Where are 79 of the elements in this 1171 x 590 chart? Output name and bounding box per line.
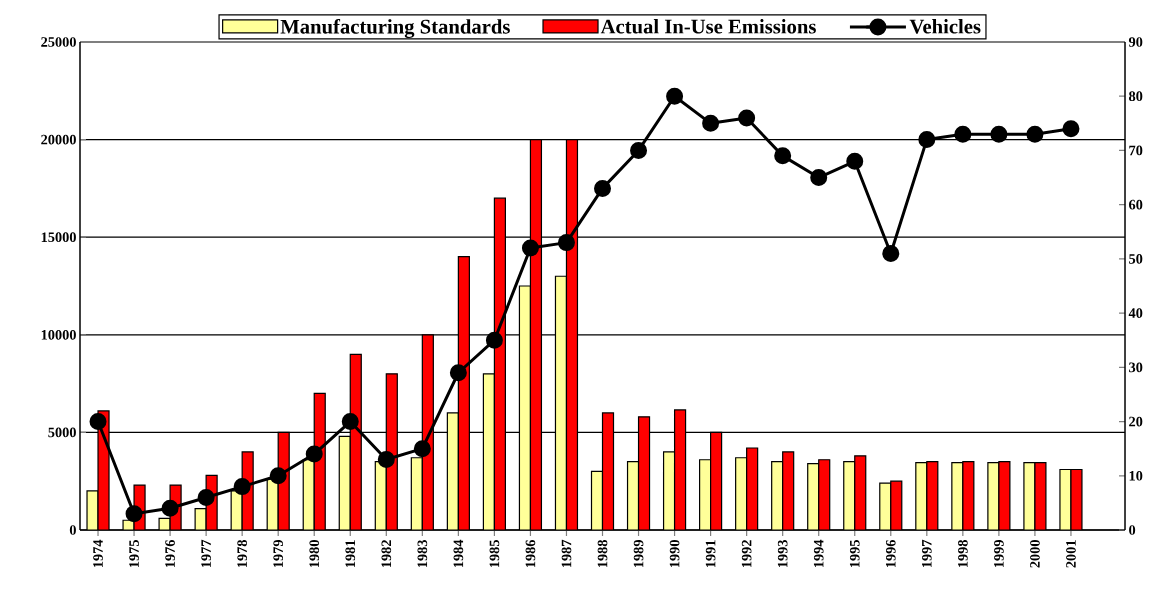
x-tick-label: 1984: [453, 539, 464, 568]
x-tick-label: 1983: [417, 540, 428, 568]
point: [89, 413, 107, 431]
x-tick-label: 1980: [309, 540, 320, 568]
x-tick-label: 1991: [705, 540, 716, 568]
point: [485, 331, 503, 349]
x-tick-label: 1997: [922, 539, 932, 568]
y2-tick-label: 20: [1129, 416, 1143, 427]
point: [594, 179, 611, 197]
legend-label: Manufacturing Standards: [280, 18, 510, 39]
point: [954, 125, 972, 143]
point: [702, 114, 720, 132]
x-tick-label: 1978: [237, 539, 247, 568]
x-tick-label: 1982: [381, 540, 392, 568]
legend-label: Vehicles: [909, 19, 981, 34]
y2-tick-label: 10: [1129, 470, 1143, 481]
x-tick-label: 1985: [489, 540, 500, 568]
point: [341, 413, 359, 431]
point: [882, 244, 900, 262]
x-tick-label: 1996: [885, 539, 896, 568]
y2-tick-label: 30: [1129, 362, 1143, 373]
x-tick-label: 1977: [201, 539, 211, 568]
point: [630, 141, 648, 159]
point: [377, 451, 395, 469]
point: [233, 478, 251, 496]
point: [1062, 120, 1080, 138]
point: [521, 239, 539, 257]
y-tick-label: 20000: [41, 134, 76, 145]
y-tick-label: 5000: [48, 427, 76, 438]
x-tick-label: 2001: [1066, 540, 1076, 568]
point: [666, 87, 684, 105]
point: [1026, 125, 1044, 143]
x-tick-label: 1976: [165, 539, 175, 568]
bar: [554, 275, 568, 530]
y2-tick-label: 40: [1128, 308, 1143, 318]
point: [846, 152, 864, 170]
y2-tick-label: 70: [1129, 145, 1143, 156]
y2-tick-label: 60: [1129, 199, 1143, 210]
legend-label: Actual In-Use Emissions: [600, 19, 816, 34]
x-tick-label: 1989: [633, 540, 644, 568]
x-tick-label: 1995: [849, 540, 860, 568]
x-tick-label: 1974: [93, 539, 103, 568]
point: [738, 109, 756, 127]
point: [305, 445, 323, 463]
point: [197, 488, 215, 506]
x-tick-label: 1988: [597, 539, 608, 568]
point: [990, 125, 1008, 143]
bar: [518, 285, 532, 530]
x-tick-label: 1998: [958, 539, 968, 568]
y2-tick-label: 90: [1128, 37, 1143, 47]
point: [774, 147, 792, 165]
x-tick-label: 1990: [669, 540, 680, 568]
y2-tick-label: 50: [1129, 254, 1143, 264]
x-tick-label: 1986: [525, 539, 536, 568]
x-tick-label: 1981: [345, 540, 356, 568]
point: [557, 234, 575, 252]
y2-tick-label: 80: [1129, 91, 1143, 102]
x-tick-label: 1992: [741, 540, 752, 568]
x-tick-label: 1999: [994, 540, 1004, 568]
y2-tick-label: 0: [1129, 525, 1136, 535]
point: [161, 499, 179, 517]
y-tick-label: 25000: [41, 37, 76, 47]
x-tick-label: 1987: [561, 539, 572, 568]
bar: [637, 416, 651, 530]
x-tick-label: 1994: [813, 539, 824, 568]
x-tick-label: 1975: [129, 540, 139, 568]
y-tick-label: 0: [69, 525, 76, 535]
x-tick-label: 2000: [1030, 540, 1040, 568]
point: [918, 131, 936, 149]
bar: [482, 373, 495, 530]
point: [413, 440, 431, 458]
point: [810, 169, 828, 187]
point: [269, 467, 287, 485]
point: [125, 505, 143, 523]
y-tick-label: 15000: [41, 232, 76, 243]
x-tick-label: 1979: [273, 540, 284, 568]
y-tick-label: 10000: [41, 329, 76, 340]
point: [449, 364, 467, 382]
x-tick-label: 1993: [777, 540, 788, 568]
